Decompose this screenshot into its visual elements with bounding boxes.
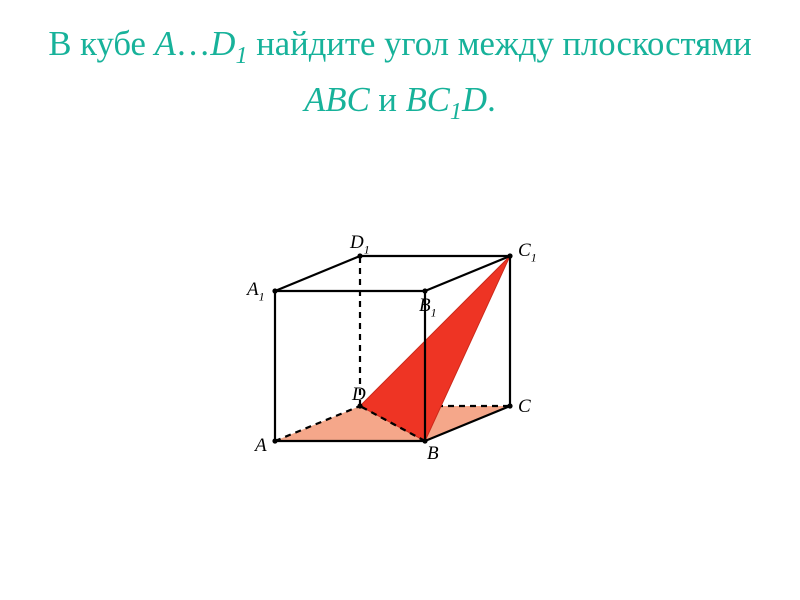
vertex-D1 xyxy=(357,253,362,258)
edge-D1-A1 xyxy=(275,256,360,291)
problem-title: В кубе A…D1 найдите угол между плоскостя… xyxy=(0,18,800,131)
label-A: A xyxy=(253,435,267,456)
label-D: D xyxy=(351,384,366,405)
label-C1: C1 xyxy=(518,240,537,264)
label-A1: A1 xyxy=(245,279,265,303)
label-B1: B1 xyxy=(419,295,437,319)
cube-svg: A B C D A1 B1 C1 D1 xyxy=(220,161,580,491)
cube-diagram: A B C D A1 B1 C1 D1 xyxy=(0,161,800,491)
title-line-2: ABC и BC1D. xyxy=(0,74,800,130)
vertex-C1 xyxy=(507,253,512,258)
title-line-1: В кубе A…D1 найдите угол между плоскостя… xyxy=(0,18,800,74)
label-C: C xyxy=(518,396,531,417)
vertex-B1 xyxy=(422,288,427,293)
label-B: B xyxy=(427,443,439,464)
label-D1: D1 xyxy=(349,232,370,256)
vertex-A1 xyxy=(272,288,277,293)
vertex-A xyxy=(272,438,277,443)
vertex-C xyxy=(507,403,512,408)
